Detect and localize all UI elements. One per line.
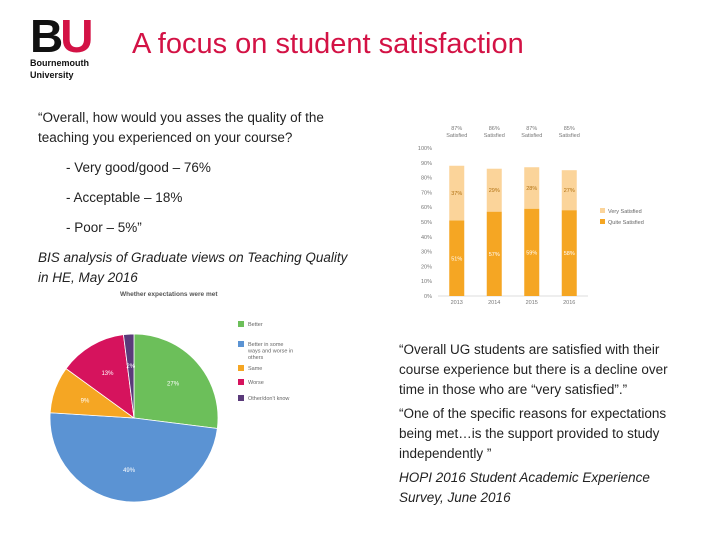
teaching-quality-question: “Overall, how would you asses the qualit… xyxy=(38,110,324,145)
x-tick-label: 2015 xyxy=(526,300,538,306)
pie-slice-label: 27% xyxy=(167,382,180,388)
pie-legend-swatch xyxy=(238,395,244,401)
bar-segment xyxy=(524,167,540,209)
bar-segment xyxy=(449,165,465,221)
bar-segment xyxy=(561,170,577,211)
bar-total-label: 86% xyxy=(489,126,500,132)
bis-source: BIS analysis of Graduate views on Teachi… xyxy=(38,250,348,285)
pie-slice-label: 13% xyxy=(101,371,114,377)
pie-slice xyxy=(123,333,135,419)
expectations-reason-quote: “One of the specific reasons for expecta… xyxy=(399,406,667,461)
y-tick-label: 0% xyxy=(424,294,432,300)
legend-swatch xyxy=(600,219,605,224)
pie-legend-label: ways and worse in xyxy=(247,349,293,355)
y-tick-label: 90% xyxy=(421,161,432,167)
bar-total-label: Satisfied xyxy=(559,133,580,139)
x-tick-label: 2013 xyxy=(451,300,463,306)
bullet-acceptable: - Acceptable – 18% xyxy=(66,190,183,205)
y-tick-label: 100% xyxy=(418,146,432,152)
x-tick-label: 2016 xyxy=(563,300,575,306)
bar-total-label: 87% xyxy=(526,126,537,132)
bar-value-label: 28% xyxy=(526,186,537,192)
logo-name-line1: Bournemouth xyxy=(30,58,89,68)
hopi-source: HOPI 2016 Student Academic Experience Su… xyxy=(399,470,650,505)
bar-total-label: Satisfied xyxy=(446,133,467,139)
bar-value-label: 51% xyxy=(451,256,462,262)
bar-segment xyxy=(524,208,540,296)
x-tick-label: 2014 xyxy=(488,300,500,306)
bar-value-label: 29% xyxy=(489,188,500,194)
right-text-block: “Overall UG students are satisfied with … xyxy=(399,340,689,512)
bar-segment xyxy=(449,220,465,296)
pie-title: Whether expectations were met xyxy=(120,291,218,298)
pie-legend-label: others xyxy=(248,355,264,361)
pie-legend-label: Other/don't know xyxy=(248,396,289,402)
bar-value-label: 57% xyxy=(489,252,500,258)
logo-mark: BU xyxy=(30,10,93,62)
pie-slice-label: 49% xyxy=(123,468,136,474)
bar-segment xyxy=(486,211,502,296)
pie-slice xyxy=(65,334,135,419)
legend-swatch xyxy=(600,208,605,213)
pie-legend-swatch xyxy=(238,341,244,347)
pie-legend-label: Worse xyxy=(248,380,264,386)
bar-segment xyxy=(561,210,577,296)
logo-name-line2: University xyxy=(30,70,74,80)
pie-slice xyxy=(133,333,219,429)
bar-total-label: Satisfied xyxy=(484,133,505,139)
pie-legend-label: Better in some xyxy=(248,342,283,348)
university-logo: BU Bournemouth University xyxy=(30,10,100,80)
legend-label: Very Satisfied xyxy=(608,209,642,215)
ug-satisfaction-quote: “Overall UG students are satisfied with … xyxy=(399,342,668,397)
bar-value-label: 58% xyxy=(564,251,575,257)
bullet-very-good: - Very good/good – 76% xyxy=(66,160,211,175)
bar-total-label: 87% xyxy=(451,126,462,132)
pie-slice-label: 2% xyxy=(126,364,135,370)
bullet-poor: - Poor – 5%” xyxy=(66,220,142,235)
y-tick-label: 80% xyxy=(421,176,432,182)
pie-legend-swatch xyxy=(238,365,244,371)
bar-chart-plot: 0% 10% 20% 30% 40% 50% 60% 70% 80% 90% 100% 51% 37% 2… xyxy=(418,126,644,306)
bar-total-label: 85% xyxy=(564,126,575,132)
pie-legend-swatch xyxy=(238,321,244,327)
left-text-block: “Overall, how would you asses the qualit… xyxy=(38,108,358,288)
y-tick-label: 60% xyxy=(421,205,432,211)
pie-legend-label: Better xyxy=(248,322,263,328)
legend-label: Quite Satisfied xyxy=(608,220,644,226)
y-tick-label: 70% xyxy=(421,190,432,196)
slide-title: A focus on student satisfaction xyxy=(132,28,524,60)
bar-value-label: 59% xyxy=(526,250,537,256)
bar-value-label: 27% xyxy=(564,188,575,194)
pie-slice-label: 9% xyxy=(81,398,90,404)
bar-value-label: 37% xyxy=(451,191,462,197)
expectations-pie-chart: Whether expectations were met 27% 49% 9% 13%… xyxy=(49,291,293,503)
y-tick-label: 40% xyxy=(421,235,432,241)
bar-segment xyxy=(486,168,502,212)
y-tick-label: 10% xyxy=(421,279,432,285)
y-tick-label: 20% xyxy=(421,264,432,270)
pie-chart-plot: Whether expectations were met 27% 49% 9% 13%… xyxy=(49,291,293,503)
y-tick-label: 50% xyxy=(421,220,432,226)
pie-legend-swatch xyxy=(238,379,244,385)
pie-legend-label: Same xyxy=(248,366,262,372)
pie-slice xyxy=(49,412,218,503)
bar-total-label: Satisfied xyxy=(521,133,542,139)
y-tick-label: 30% xyxy=(421,250,432,256)
satisfaction-bar-chart: 0% 10% 20% 30% 40% 50% 60% 70% 80% 90% 100% 51% 37% 2… xyxy=(418,126,644,306)
